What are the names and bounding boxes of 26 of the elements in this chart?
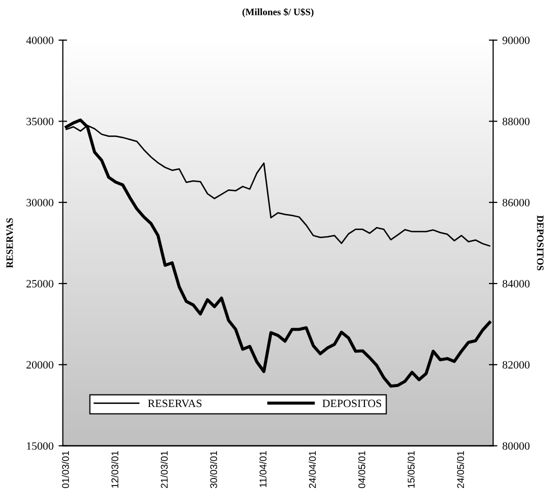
y2-tick-label: 84000 bbox=[502, 280, 530, 288]
legend-label: DEPOSITOS bbox=[322, 400, 382, 408]
y-tick-label: 25000 bbox=[26, 280, 54, 288]
x-tick-label: 30/03/01 bbox=[210, 451, 218, 488]
x-tick-label: 24/04/01 bbox=[308, 451, 316, 488]
x-tick-label: 11/04/01 bbox=[259, 451, 266, 488]
y-tick-label: 35000 bbox=[26, 118, 54, 126]
x-tick-label: 04/05/01 bbox=[358, 451, 366, 488]
x-tick-label: 15/05/01 bbox=[407, 451, 415, 488]
x-tick-label: 12/03/01 bbox=[111, 451, 118, 488]
y2-tick-label: 90000 bbox=[502, 36, 530, 44]
y-tick-label: 30000 bbox=[26, 198, 54, 206]
x-tick-label: 01/03/01 bbox=[62, 451, 69, 488]
y-tick-label: 15000 bbox=[26, 442, 54, 450]
y-tick-label: 20000 bbox=[26, 361, 54, 369]
y-axis-title: RESERVAS bbox=[6, 218, 13, 268]
x-tick-label: 21/03/01 bbox=[160, 451, 168, 488]
y2-tick-label: 82000 bbox=[502, 361, 530, 369]
y-tick-label: 40000 bbox=[26, 36, 54, 44]
x-tick-label: 24/05/01 bbox=[456, 451, 464, 488]
legend-label: RESERVAS bbox=[148, 400, 202, 408]
y2-tick-label: 88000 bbox=[502, 118, 530, 126]
y2-axis-title: DEPOSITOS bbox=[536, 215, 544, 270]
y2-tick-label: 86000 bbox=[502, 198, 530, 206]
y2-tick-label: 80000 bbox=[502, 442, 530, 450]
chart-title: (Millones $/ U$S) bbox=[242, 8, 314, 18]
